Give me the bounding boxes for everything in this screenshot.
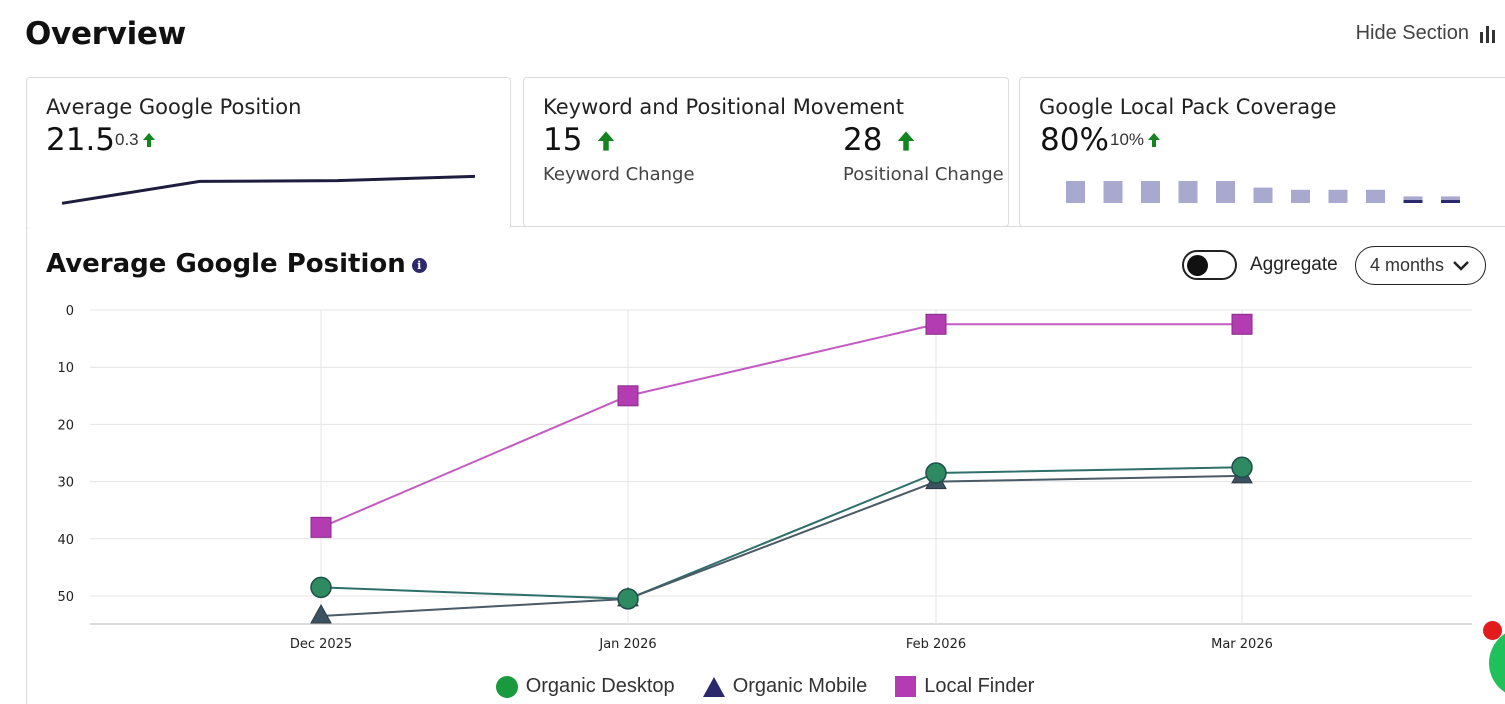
positional-change-value: 28 [843, 122, 916, 158]
avg-position-value: 21.5 [46, 122, 116, 158]
positional-change-number: 28 [843, 122, 883, 158]
coverage-bar-base [1403, 200, 1423, 203]
keyword-change-label: Keyword Change [543, 164, 695, 185]
avg-position-card-title: Average Google Position [46, 95, 302, 119]
keyword-change-value: 15 [543, 122, 616, 158]
avg-position-delta: 0.3 [115, 130, 156, 150]
chevron-down-icon [1453, 260, 1469, 271]
range-select[interactable]: 4 months [1355, 246, 1486, 285]
legend-item-local-finder[interactable]: Local Finder [895, 675, 1034, 698]
avg-position-sparkline [61, 174, 476, 205]
coverage-bar [1291, 189, 1310, 203]
coverage-bar [1441, 196, 1460, 203]
coverage-bar [1216, 181, 1235, 203]
avg-position-card[interactable]: Average Google Position 21.5 0.3 [26, 77, 511, 229]
local-pack-card-title: Google Local Pack Coverage [1039, 95, 1337, 119]
positional-change-label: Positional Change [843, 164, 1004, 185]
square-marker-icon [895, 676, 917, 697]
aggregate-label: Aggregate [1250, 254, 1338, 275]
keyword-movement-card-title: Keyword and Positional Movement [543, 95, 904, 119]
up-arrow-icon [898, 131, 915, 151]
coverage-bar [1103, 181, 1123, 203]
chart-title: Average Google Position i [46, 249, 427, 279]
page-title: Overview [25, 16, 186, 52]
coverage-bar-base [1441, 200, 1460, 203]
range-select-value: 4 months [1370, 255, 1445, 275]
keyword-movement-card[interactable]: Keyword and Positional Movement 15 Keywo… [523, 77, 1009, 227]
coverage-bar [1066, 181, 1085, 203]
coverage-bar [1366, 189, 1385, 203]
local-pack-delta-value: 10% [1110, 130, 1145, 149]
keyword-change-number: 15 [543, 122, 583, 158]
local-pack-bar-chart [1066, 181, 1460, 203]
local-pack-card[interactable]: Google Local Pack Coverage 80% 10% [1019, 77, 1505, 227]
aggregate-toggle[interactable] [1182, 250, 1237, 280]
info-icon[interactable]: i [411, 258, 427, 273]
hide-section-label: Hide Section [1355, 22, 1469, 44]
legend-label-local-finder: Local Finder [924, 675, 1035, 697]
legend-label-organic-desktop: Organic Desktop [525, 675, 675, 697]
local-pack-value: 80% [1040, 122, 1109, 158]
chart-title-text: Average Google Position [46, 249, 406, 279]
aggregate-toggle-knob [1187, 255, 1208, 276]
triangle-marker-icon [702, 676, 725, 697]
up-arrow-icon [1148, 133, 1161, 147]
coverage-bar [1253, 187, 1273, 203]
hide-section-button[interactable]: Hide Section [1356, 22, 1497, 45]
legend-item-organic-mobile[interactable]: Organic Mobile [702, 675, 868, 698]
chart-panel [26, 226, 1505, 704]
coverage-bar [1328, 189, 1348, 203]
chat-widget-button[interactable] [1489, 628, 1505, 698]
local-pack-delta: 10% [1110, 130, 1161, 150]
coverage-bar [1141, 181, 1160, 203]
chart-legend: Organic Desktop Organic Mobile Local Fin… [0, 675, 1505, 698]
circle-marker-icon [495, 675, 518, 698]
coverage-bar [1403, 196, 1423, 203]
notification-badge [1483, 621, 1502, 640]
legend-label-organic-mobile: Organic Mobile [732, 675, 868, 697]
up-arrow-icon [598, 131, 615, 151]
up-arrow-icon [142, 133, 155, 147]
legend-item-organic-desktop[interactable]: Organic Desktop [495, 675, 675, 698]
bar-chart-icon [1480, 25, 1495, 43]
coverage-bar [1178, 181, 1198, 203]
avg-position-delta-value: 0.3 [115, 130, 139, 149]
